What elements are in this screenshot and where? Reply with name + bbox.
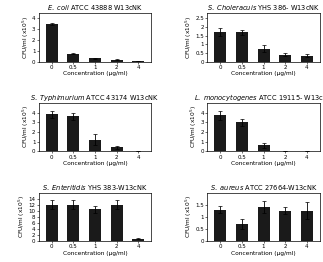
X-axis label: Concentration (µg/ml): Concentration (µg/ml) bbox=[63, 161, 127, 166]
Y-axis label: CFU/ml (x10$^5$): CFU/ml (x10$^5$) bbox=[17, 195, 27, 238]
Bar bbox=[68, 53, 79, 62]
Bar bbox=[258, 145, 269, 151]
Bar bbox=[111, 148, 122, 151]
Bar bbox=[111, 60, 122, 62]
Bar bbox=[236, 122, 248, 151]
Bar bbox=[132, 239, 144, 241]
Bar bbox=[46, 24, 58, 62]
Bar bbox=[236, 224, 248, 241]
Y-axis label: CFU/ml (x10$^5$): CFU/ml (x10$^5$) bbox=[20, 106, 31, 149]
Title: $\it{S.\ Choleracuis}$ YHS 386- W13cNK: $\it{S.\ Choleracuis}$ YHS 386- W13cNK bbox=[207, 3, 320, 12]
Bar bbox=[236, 32, 248, 62]
X-axis label: Concentration (µg/ml): Concentration (µg/ml) bbox=[63, 71, 127, 76]
X-axis label: Concentration (µg/ml): Concentration (µg/ml) bbox=[231, 161, 296, 166]
Bar bbox=[89, 58, 101, 62]
Bar bbox=[46, 114, 58, 151]
X-axis label: Concentration (µg/ml): Concentration (µg/ml) bbox=[63, 251, 127, 256]
Bar bbox=[279, 55, 291, 62]
Title: $\it{L.\ monocytogenes}$ ATCC 19115- W13cNK: $\it{L.\ monocytogenes}$ ATCC 19115- W13… bbox=[194, 92, 323, 103]
Bar bbox=[89, 140, 101, 151]
Bar bbox=[214, 210, 226, 241]
Bar bbox=[258, 49, 269, 62]
Bar bbox=[89, 209, 101, 241]
X-axis label: Concentration (µg/ml): Concentration (µg/ml) bbox=[231, 71, 296, 76]
Bar bbox=[46, 205, 58, 241]
Y-axis label: CFU/ml (x10$^5$): CFU/ml (x10$^5$) bbox=[189, 106, 199, 149]
Bar bbox=[214, 116, 226, 151]
Bar bbox=[214, 32, 226, 62]
Bar bbox=[132, 61, 144, 62]
Bar bbox=[301, 56, 313, 62]
X-axis label: Concentration (µg/ml): Concentration (µg/ml) bbox=[231, 251, 296, 256]
Title: $\it{E.\ coli}$ ATCC 43888 W13cNK: $\it{E.\ coli}$ ATCC 43888 W13cNK bbox=[47, 3, 143, 12]
Y-axis label: CFU/ml (x10$^5$): CFU/ml (x10$^5$) bbox=[184, 16, 194, 59]
Bar bbox=[68, 116, 79, 151]
Title: $\it{S.\ Enteritidis}$ YHS 383-W13cNK: $\it{S.\ Enteritidis}$ YHS 383-W13cNK bbox=[42, 182, 148, 192]
Bar bbox=[301, 211, 313, 241]
Bar bbox=[279, 211, 291, 241]
Bar bbox=[68, 205, 79, 241]
Title: $\it{S.\ aureus}$ ATCC 27664-W13cNK: $\it{S.\ aureus}$ ATCC 27664-W13cNK bbox=[210, 183, 318, 192]
Bar bbox=[111, 205, 122, 241]
Title: $\it{S.\ Typhimurium}$ ATCC 43174 W13cNK: $\it{S.\ Typhimurium}$ ATCC 43174 W13cNK bbox=[30, 93, 160, 103]
Y-axis label: CFU/ml (x10$^5$): CFU/ml (x10$^5$) bbox=[20, 16, 31, 59]
Y-axis label: CFU/ml (x10$^5$): CFU/ml (x10$^5$) bbox=[184, 195, 194, 238]
Bar bbox=[258, 207, 269, 241]
